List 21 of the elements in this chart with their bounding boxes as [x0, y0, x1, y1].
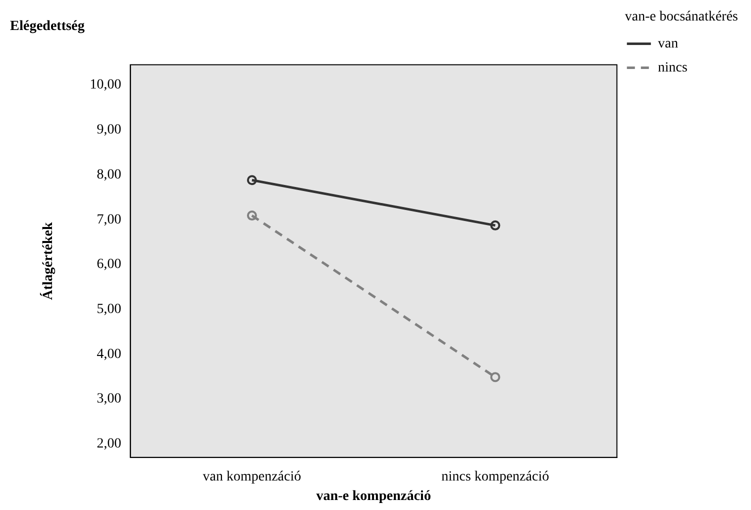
y-tick-label: 4,00 — [96, 346, 122, 362]
y-tick-label: 6,00 — [96, 257, 122, 272]
point — [246, 210, 257, 221]
x-axis-title: van-e kompenzáció — [316, 489, 431, 504]
y-axis-title: Átlagértékek — [39, 222, 56, 300]
y-tick-label: 9,00 — [96, 122, 122, 138]
chart-title: Elégedettség — [10, 19, 85, 34]
y-tick-label: 5,00 — [96, 302, 122, 318]
point — [490, 220, 500, 230]
legend-title: van-e bocsánatkérés — [624, 10, 738, 25]
x-tick-label: van kompenzáció — [202, 469, 302, 484]
point — [490, 372, 500, 382]
point — [246, 175, 257, 186]
y-tick-label: 8,00 — [96, 167, 122, 182]
legend-label: van — [658, 36, 678, 52]
y-tick-label: 7,00 — [96, 212, 122, 228]
y-tick-label: 3,00 — [96, 392, 122, 407]
y-tick-label: 2,00 — [96, 436, 122, 452]
x-tick-label: nincs kompenzáció — [441, 469, 550, 484]
legend-label: nincs — [658, 60, 688, 76]
y-tick-label: 10,00 — [90, 78, 122, 93]
